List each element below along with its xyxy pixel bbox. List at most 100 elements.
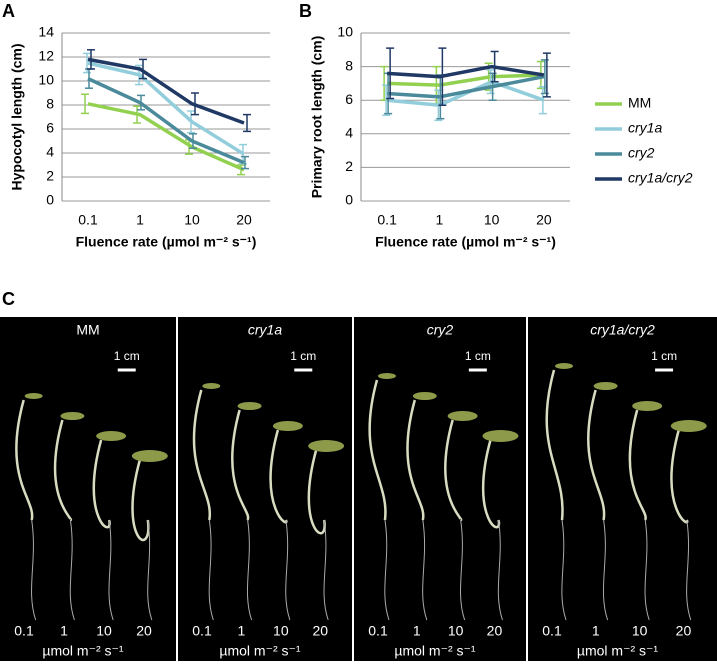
y-tick-label: 2 <box>46 168 54 184</box>
fluence-label: 20 <box>312 623 328 639</box>
y-axis-label: Hypocotyl length (cm) <box>9 43 25 190</box>
scale-bar-label: 1 cm <box>465 349 491 363</box>
fluence-label: 0.1 <box>192 623 212 639</box>
x-axis-label: Fluence rate (µmol m⁻² s⁻¹) <box>375 234 556 250</box>
legend-label: cry1a <box>628 120 662 136</box>
seedling-leaf <box>24 393 43 399</box>
error-bar <box>380 65 389 101</box>
series-line <box>387 74 545 99</box>
seedling-root <box>31 519 37 621</box>
legend-label: MM <box>628 95 651 111</box>
series-line <box>387 73 544 87</box>
series-line <box>87 57 245 125</box>
fluence-label: 0.1 <box>14 623 34 639</box>
error-bar <box>386 47 395 100</box>
seedling-root <box>561 519 567 621</box>
seedling-stem <box>368 379 387 521</box>
seedling-leaf <box>593 382 618 390</box>
y-tick-label: 8 <box>46 96 54 112</box>
y-tick-label: 10 <box>337 24 353 40</box>
seedling-root <box>497 519 503 621</box>
seedling-leaf <box>632 401 663 411</box>
seedling-leaf <box>202 383 221 389</box>
series-line <box>387 64 545 79</box>
seedling-root <box>108 519 114 621</box>
panel-letter: A <box>2 1 15 21</box>
seedling-leaf <box>482 430 519 442</box>
seedling-leaf <box>272 421 303 431</box>
seedling-leaf <box>412 392 437 400</box>
seedling-leaf <box>237 402 262 410</box>
seedling-stem <box>444 419 463 522</box>
error-bar <box>81 93 89 115</box>
seedling-root <box>246 519 253 621</box>
seedling-stem <box>545 369 564 521</box>
y-axis-label: Primary root length (cm) <box>309 36 325 199</box>
y-tick-label: 6 <box>345 91 353 107</box>
seedling-root <box>69 519 75 621</box>
y-tick-label: 0 <box>345 192 353 208</box>
fluence-label: 10 <box>448 623 464 639</box>
fluence-label: 1 <box>592 623 600 639</box>
error-bar <box>133 105 141 124</box>
unit-label: µmol m⁻² s⁻¹ <box>219 643 301 659</box>
seedling-stem <box>192 389 212 521</box>
y-tick-label: 2 <box>345 158 353 174</box>
error-bar <box>542 52 551 98</box>
unit-label: µmol m⁻² s⁻¹ <box>394 643 476 659</box>
y-tick-label: 6 <box>46 120 54 136</box>
seedling-leaf <box>555 363 574 369</box>
fluence-label: 1 <box>238 623 246 639</box>
seedling-root <box>384 519 390 621</box>
error-bar <box>241 155 249 170</box>
photo-panel <box>178 317 352 661</box>
y-tick-label: 8 <box>345 57 353 73</box>
seedling-root <box>422 519 428 621</box>
error-bar <box>189 133 197 149</box>
seedling-root <box>686 519 692 621</box>
seedling-leaf <box>131 450 168 462</box>
x-tick-label: 10 <box>184 212 200 228</box>
y-tick-label: 4 <box>46 144 54 160</box>
seedling-stem <box>307 449 326 535</box>
photo-panel <box>0 317 176 661</box>
fluence-label: 10 <box>632 623 648 639</box>
fluence-label: 0.1 <box>542 623 562 639</box>
genotype-label: cry1a <box>248 322 282 338</box>
seedling-root <box>208 519 214 621</box>
genotype-label: cry2 <box>427 322 454 338</box>
y-tick-label: 0 <box>46 192 54 208</box>
seedling-leaf <box>308 440 345 452</box>
seedling-stem <box>53 419 73 522</box>
panel-letter: C <box>2 289 15 309</box>
error-bar <box>243 113 251 133</box>
x-tick-label: 10 <box>484 212 500 228</box>
error-bar <box>191 92 199 116</box>
x-tick-label: 0.1 <box>78 212 98 228</box>
y-tick-label: 10 <box>38 72 54 88</box>
fluence-label: 1 <box>60 623 68 639</box>
fluence-label: 20 <box>136 623 152 639</box>
seedling-leaf <box>447 411 478 421</box>
seedling-leaf <box>377 373 396 379</box>
x-tick-label: 1 <box>136 212 144 228</box>
error-bar <box>139 58 147 80</box>
y-tick-label: 14 <box>38 24 54 40</box>
fluence-label: 10 <box>273 623 289 639</box>
fluence-label: 10 <box>96 623 112 639</box>
series-line <box>87 77 245 165</box>
seedling-root <box>602 519 609 621</box>
seedling-root <box>285 519 291 621</box>
series-line <box>87 61 245 156</box>
legend-label: cry1a/cry2 <box>628 170 693 186</box>
scale-bar-label: 1 cm <box>290 349 316 363</box>
seedling-stem <box>406 399 425 521</box>
fluence-label: 0.1 <box>368 623 388 639</box>
scale-bar-label: 1 cm <box>651 349 677 363</box>
scale-bar-label: 1 cm <box>114 349 140 363</box>
error-bar <box>87 49 95 70</box>
seedling-root <box>147 519 153 621</box>
y-tick-label: 4 <box>345 125 353 141</box>
x-axis-label: Fluence rate (µmol m⁻² s⁻¹) <box>76 234 257 250</box>
